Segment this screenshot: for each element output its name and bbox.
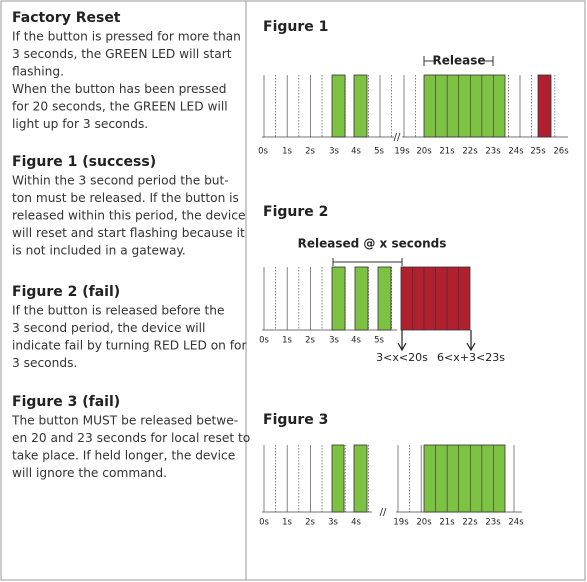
arrow-head — [397, 342, 407, 352]
paragraph-line: If the button is pressed for more than — [12, 30, 241, 44]
time-label: 21s — [439, 518, 455, 528]
time-label: 25s — [530, 147, 546, 157]
time-label: 2s — [305, 518, 315, 528]
time-label: 26s — [553, 147, 569, 157]
time-label: 24s — [508, 147, 524, 157]
led-block — [353, 444, 368, 513]
paragraph-line: is not included in a gateway. — [12, 244, 186, 258]
time-label: 22s — [462, 518, 478, 528]
figure-title: Figure 1 — [263, 19, 328, 35]
time-label: 2s — [305, 336, 315, 346]
figure-title: Figure 3 — [263, 412, 328, 428]
time-label: 23s — [485, 147, 501, 157]
break-mark: // — [394, 132, 401, 143]
range-label: 6<x+3<23s — [437, 351, 505, 364]
section-heading: Factory Reset — [12, 10, 121, 26]
paragraph-line: When the button has been pressed — [12, 82, 226, 96]
time-label: 3s — [328, 518, 338, 528]
led-block — [377, 266, 392, 331]
paragraph-line: 3 second period, the device will — [12, 321, 205, 335]
paragraph-line: will reset and start flashing because it — [12, 226, 245, 240]
led-block — [423, 74, 506, 138]
time-label: 1s — [282, 336, 292, 346]
time-label: 0s — [258, 147, 268, 157]
time-label: 2s — [305, 147, 315, 157]
time-label: 5s — [374, 147, 384, 157]
released-label: Released @ x seconds — [298, 237, 447, 251]
time-label: 21s — [439, 147, 455, 157]
time-label: 20s — [416, 518, 432, 528]
time-label: 3s — [329, 147, 339, 157]
time-label: 4s — [351, 147, 361, 157]
time-label: 4s — [351, 336, 361, 346]
paragraph-line: will ignore the command. — [12, 466, 167, 480]
led-block — [537, 74, 552, 138]
time-label: 19s — [394, 147, 410, 157]
led-block — [353, 74, 368, 138]
range-label: 3<x<20s — [376, 351, 428, 364]
section-heading: Figure 1 (success) — [12, 154, 156, 170]
section-heading: Figure 2 (fail) — [12, 284, 120, 300]
time-label: 22s — [462, 147, 478, 157]
section-heading: Figure 3 (fail) — [12, 394, 120, 410]
paragraph-line: indicate fail by turning RED LED on for — [12, 339, 248, 353]
paragraph-line: 3 seconds. — [12, 356, 77, 370]
time-label: 4s — [351, 518, 361, 528]
paragraph-line: Within the 3 second period the but- — [12, 174, 229, 188]
paragraph-line: flashing. — [12, 65, 64, 79]
led-block — [331, 444, 345, 513]
paragraph-line: 3 seconds, the GREEN LED will start — [12, 47, 232, 61]
time-label: 19s — [393, 518, 409, 528]
paragraph-line: ton must be released. If the button is — [12, 191, 239, 205]
paragraph-line: take place. If held longer, the device — [12, 449, 235, 463]
break-mark: // — [380, 507, 387, 518]
time-label: 23s — [485, 518, 501, 528]
time-label: 20s — [416, 147, 432, 157]
time-label: 1s — [282, 518, 292, 528]
led-block — [423, 444, 506, 513]
paragraph-line: If the button is released before the — [12, 304, 224, 318]
time-label: 3s — [329, 336, 339, 346]
time-label: 0s — [259, 518, 269, 528]
paragraph-line: for 20 seconds, the GREEN LED will — [12, 100, 228, 114]
figure-title: Figure 2 — [263, 204, 328, 220]
release-label: Release — [432, 54, 485, 68]
time-label: 24s — [508, 518, 524, 528]
paragraph-line: light up for 3 seconds. — [12, 117, 148, 131]
time-label: 0s — [259, 336, 269, 346]
time-label: 5s — [374, 336, 384, 346]
led-block — [331, 74, 346, 138]
arrow-head — [466, 342, 476, 352]
time-label: 1s — [282, 147, 292, 157]
led-block — [354, 266, 369, 331]
led-block — [331, 266, 346, 331]
paragraph-line: The button MUST be released betwe- — [11, 414, 238, 428]
paragraph-line: en 20 and 23 seconds for local reset to — [12, 431, 250, 445]
paragraph-line: released within this period, the device — [12, 209, 245, 223]
